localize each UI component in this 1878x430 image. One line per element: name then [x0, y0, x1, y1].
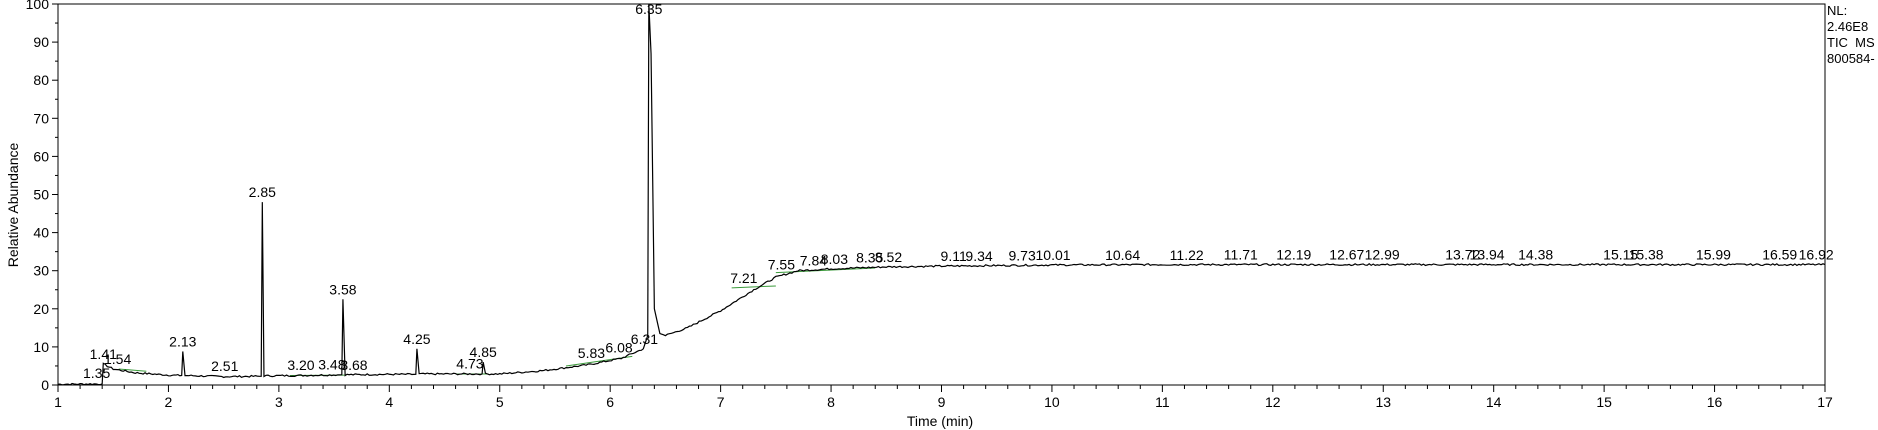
- peak-label: 15.15: [1603, 247, 1638, 263]
- y-tick-label: 0: [41, 377, 49, 393]
- peak-label: 16.59: [1762, 247, 1797, 263]
- x-tick-label: 2: [165, 394, 173, 410]
- y-axis: 0 10 20 30 40 50 60 70 80 90 100: [26, 0, 58, 393]
- peak-label: 5.83: [578, 345, 605, 361]
- integration-baseline: [731, 285, 776, 289]
- peak-label: 12.99: [1365, 247, 1400, 263]
- scan-filter: TIC MS: [1827, 35, 1875, 50]
- y-tick-label: 30: [33, 263, 49, 279]
- peak-label: 3.48: [318, 356, 345, 372]
- peak-label: 1.41: [90, 346, 117, 362]
- x-tick-label: 11: [1155, 394, 1170, 410]
- peak-label: 4.73: [456, 356, 483, 372]
- peak-label: 3.58: [329, 281, 356, 297]
- peak-label: 9.11: [941, 248, 967, 264]
- peak-label: 12.19: [1276, 247, 1311, 263]
- file-name: 800584-: [1827, 51, 1875, 66]
- peak-label: 2.85: [249, 184, 276, 200]
- peak-label: 16.92: [1799, 247, 1834, 263]
- y-tick-label: 40: [33, 225, 49, 241]
- peak-label: 3.20: [287, 357, 314, 373]
- x-tick-label: 6: [606, 394, 614, 410]
- trace-layer: [57, 3, 1826, 386]
- peak-label: 13.94: [1470, 247, 1505, 263]
- y-tick-label: 80: [33, 72, 49, 88]
- y-tick-label: 50: [33, 187, 49, 203]
- x-tick-label: 9: [938, 394, 946, 410]
- y-tick-label: 70: [33, 110, 49, 126]
- y-tick-label: 10: [33, 339, 49, 355]
- plot-frame: [57, 3, 1826, 386]
- peak-label: 6.08: [605, 340, 632, 356]
- peak-label: 3.68: [340, 357, 367, 373]
- peak-label: 8.52: [875, 249, 902, 265]
- y-tick-label: 90: [33, 34, 49, 50]
- x-tick-label: 5: [496, 394, 504, 410]
- nl-value: 2.46E8: [1827, 19, 1868, 34]
- x-tick-label: 10: [1044, 394, 1060, 410]
- peak-label: 1.54: [104, 351, 131, 367]
- peak-label: 15.99: [1696, 247, 1731, 263]
- x-tick-label: 1: [54, 394, 62, 410]
- x-tick-label: 7: [717, 394, 725, 410]
- x-tick-label: 15: [1596, 394, 1612, 410]
- peak-label: 9.34: [965, 248, 992, 264]
- x-tick-label: 8: [827, 394, 835, 410]
- y-axis-title: Relative Abundance: [5, 143, 21, 268]
- peak-label: 13.72: [1445, 247, 1480, 263]
- peak-label: 10.64: [1105, 247, 1140, 263]
- peak-label: 11.22: [1170, 247, 1204, 263]
- peak-label: 10.01: [1036, 247, 1071, 263]
- peak-label: 8.35: [856, 250, 883, 266]
- x-tick-label: 13: [1375, 394, 1391, 410]
- x-tick-label: 4: [385, 394, 393, 410]
- y-tick-label: 20: [33, 301, 49, 317]
- peak-label: 11.71: [1224, 247, 1258, 263]
- peak-label: 14.38: [1518, 247, 1553, 263]
- y-tick-label: 60: [33, 148, 49, 164]
- peak-label: 7.84: [800, 253, 827, 269]
- x-tick-label: 17: [1817, 394, 1833, 410]
- plot-border: [57, 3, 1826, 386]
- peak-label: 2.13: [169, 333, 196, 349]
- integration-baseline: [118, 368, 147, 372]
- peak-label: 15.38: [1629, 247, 1664, 263]
- peak-label: 4.25: [403, 331, 430, 347]
- x-tick-label: 16: [1707, 394, 1723, 410]
- peak-labels: 1.35 1.411.54 2.13 2.51 2.85 3.20 3.48 3.58 3.68…: [83, 1, 1834, 381]
- peak-label: 8.03: [821, 251, 848, 267]
- x-tick-label: 14: [1486, 394, 1502, 410]
- peak-label: 6.31: [631, 331, 658, 347]
- x-axis: 1 2 3 4 5 6 7 8 9 10 11 12 13 14 15 16 17: [54, 385, 1833, 410]
- x-axis-title: Time (min): [907, 413, 973, 429]
- x-tick-label: 12: [1265, 394, 1281, 410]
- peak-label: 1.35: [83, 365, 110, 381]
- tic-trace-line: [57, 3, 1826, 386]
- y-tick-label: 100: [26, 0, 50, 12]
- peak-label: 7.21: [730, 270, 757, 286]
- x-tick-label: 3: [275, 394, 283, 410]
- peak-label: 2.51: [211, 358, 238, 374]
- peak-label: 6.35: [635, 1, 662, 17]
- peak-label: 4.85: [470, 344, 497, 360]
- integration-baseline: [775, 267, 876, 274]
- peak-label: 12.67: [1329, 247, 1364, 263]
- peak-label: 9.73: [1008, 247, 1035, 263]
- info-panel: NL: 2.46E8 TIC MS 800584-: [1827, 3, 1875, 66]
- nl-label: NL:: [1827, 3, 1847, 18]
- peak-label: 7.55: [768, 257, 795, 273]
